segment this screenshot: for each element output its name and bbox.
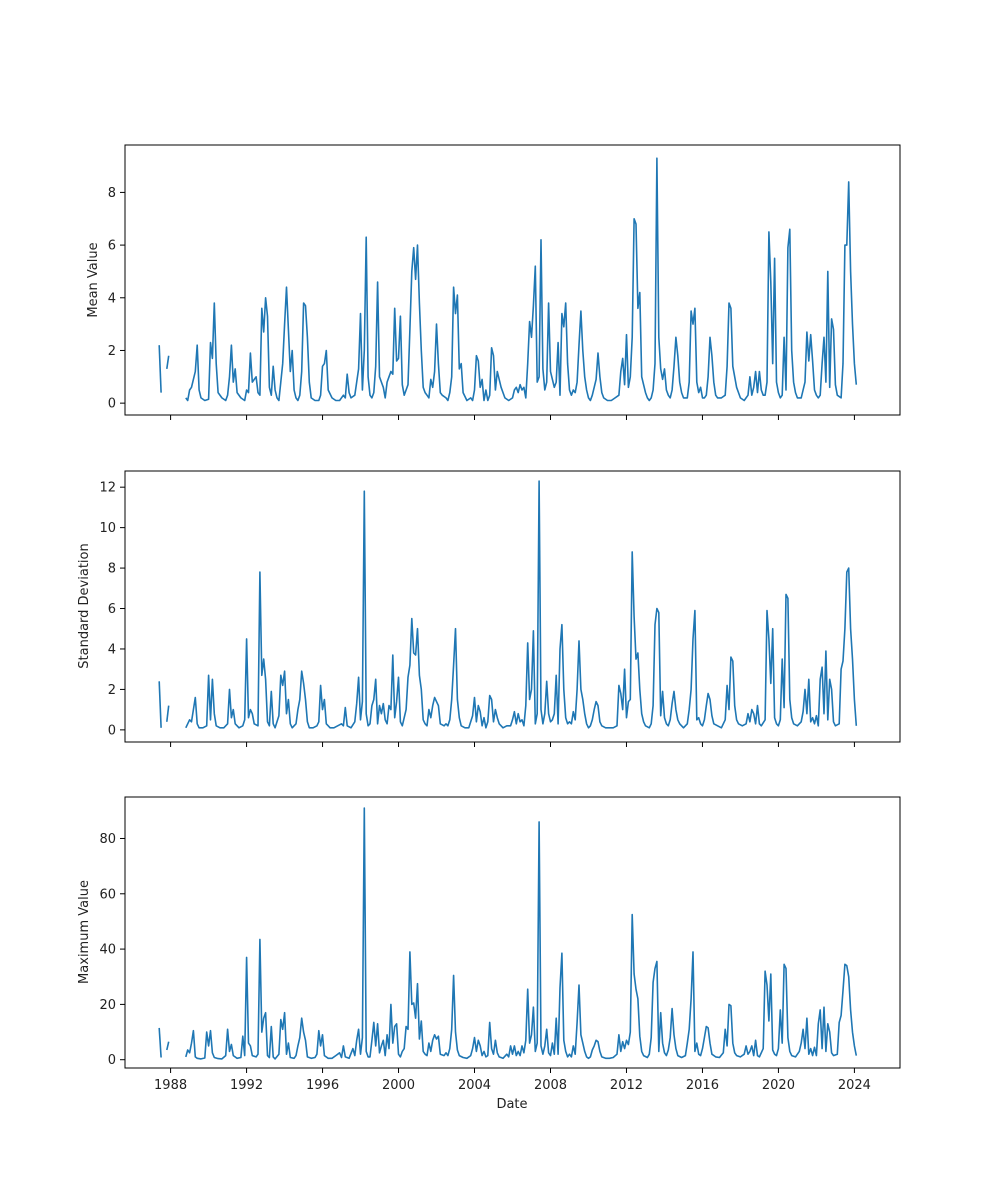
maximum-value-y-tick-label: 20	[99, 998, 116, 1013]
mean-value-line-segment-2	[185, 157, 858, 402]
mean-value-line-segment-0	[158, 345, 162, 393]
mean-value-y-tick-label: 8	[108, 186, 116, 201]
x-tick-label: 1988	[154, 1078, 187, 1093]
x-tick-label: 2004	[458, 1078, 491, 1093]
standard-deviation-line-segment-1	[166, 705, 170, 722]
standard-deviation-line-segment-0	[158, 681, 162, 728]
x-tick-label: 2016	[686, 1078, 719, 1093]
x-tick-label: 2020	[762, 1078, 795, 1093]
maximum-value-y-tick-label: 80	[99, 832, 116, 847]
maximum-value-y-tick-label: 60	[99, 887, 116, 902]
x-tick-label: 2024	[838, 1078, 871, 1093]
maximum-value-line-segment-1	[166, 1041, 170, 1051]
mean-value-line-segment-1	[166, 355, 170, 370]
maximum-value-line-segment-0	[158, 1027, 162, 1058]
x-tick-label: 1992	[230, 1078, 263, 1093]
maximum-value-y-ticks: 0 20 40 60 80	[99, 832, 125, 1068]
standard-deviation-x-ticks	[170, 742, 855, 747]
standard-deviation-y-tick-label: 0	[108, 723, 116, 738]
x-tick-label: 2008	[534, 1078, 567, 1093]
maximum-value-panel: 0 20 40 60 80 1988 1992 1996 2000 2004 2008 2012 20…	[77, 796, 901, 1093]
mean-value-series	[158, 157, 858, 402]
maximum-value-y-tick-label: 0	[108, 1053, 116, 1068]
maximum-value-x-ticks: 1988 1992 1996 2000 2004 2008 2012 2016 2020 2024	[154, 1068, 871, 1093]
standard-deviation-y-tick-label: 10	[99, 521, 116, 536]
x-tick-label: 2000	[382, 1078, 415, 1093]
standard-deviation-plot-frame	[124, 470, 901, 743]
x-tick-label: 2012	[610, 1078, 643, 1093]
standard-deviation-y-axis-label: Standard Deviation	[77, 543, 92, 668]
standard-deviation-y-tick-label: 4	[108, 642, 116, 657]
standard-deviation-panel: 0 2 4 6 8 10 12 Standard Deviation	[77, 470, 901, 747]
mean-value-y-ticks: 0 2 4 6 8	[108, 186, 125, 412]
mean-value-x-ticks	[170, 415, 855, 420]
mean-value-y-tick-label: 0	[108, 397, 116, 412]
maximum-value-plot-frame	[124, 796, 901, 1069]
standard-deviation-y-ticks: 0 2 4 6 8 10 12	[99, 481, 125, 738]
maximum-value-series	[158, 807, 858, 1060]
mean-value-y-tick-label: 2	[108, 344, 116, 359]
x-axis-label: Date	[496, 1097, 527, 1112]
standard-deviation-y-tick-label: 8	[108, 562, 116, 577]
mean-value-y-axis-label: Mean Value	[86, 242, 101, 317]
maximum-value-line-segment-2	[185, 807, 858, 1060]
mean-value-y-tick-label: 4	[108, 291, 116, 306]
maximum-value-y-axis-label: Maximum Value	[77, 880, 92, 984]
mean-value-y-tick-label: 6	[108, 239, 116, 254]
x-tick-label: 1996	[306, 1078, 339, 1093]
standard-deviation-y-tick-label: 6	[108, 602, 116, 617]
standard-deviation-y-tick-label: 12	[99, 481, 116, 496]
standard-deviation-line-segment-2	[185, 480, 858, 729]
mean-value-plot-frame	[124, 144, 901, 416]
mean-value-panel: 0 2 4 6 8 Mean Value	[86, 144, 901, 420]
standard-deviation-series	[158, 480, 858, 729]
maximum-value-y-tick-label: 40	[99, 943, 116, 958]
standard-deviation-y-tick-label: 2	[108, 683, 116, 698]
